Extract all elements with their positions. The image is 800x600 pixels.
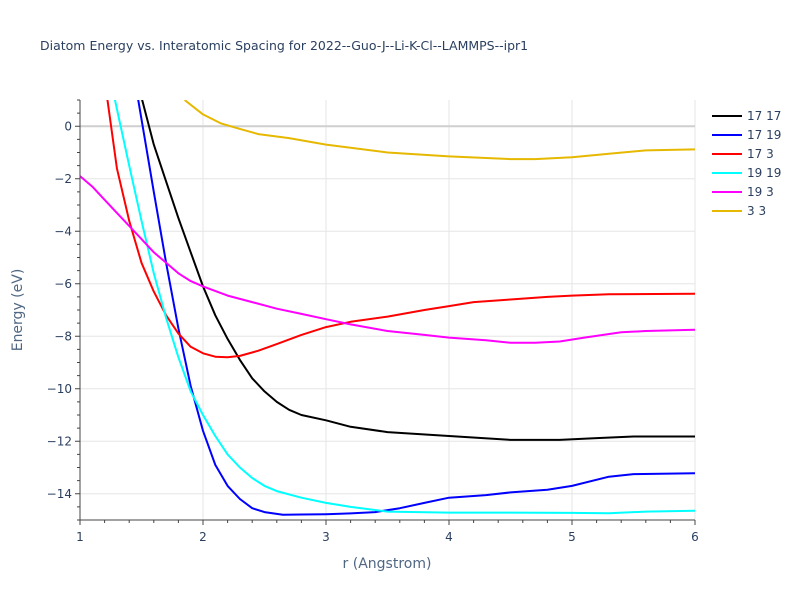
series-line-17-19 (137, 100, 695, 516)
x-tick-label: 2 (199, 530, 207, 544)
x-tick-label: 4 (445, 530, 453, 544)
chart-title: Diatom Energy vs. Interatomic Spacing fo… (40, 38, 528, 53)
series-line-17-17 (141, 100, 695, 441)
y-tick-label: −2 (54, 172, 72, 186)
y-tick-label: −8 (54, 329, 72, 343)
legend-label: 19 19 (747, 166, 781, 180)
y-tick-label: −12 (47, 434, 72, 448)
x-tick-label: 6 (691, 530, 699, 544)
x-axis-ticks: 1 2 3 4 5 6 (76, 520, 699, 544)
series-line-3-3 (183, 100, 695, 161)
y-tick-label: −6 (54, 277, 72, 291)
series-line-19-19 (113, 100, 695, 515)
x-tick-label: 1 (76, 530, 84, 544)
legend-item-19-19[interactable]: 19 19 (712, 166, 781, 180)
x-axis-title: r (Angstrom) (343, 556, 432, 572)
legend-label: 19 3 (747, 185, 774, 199)
series-line-19-3 (80, 175, 695, 344)
y-tick-label: −14 (47, 487, 72, 501)
y-axis-title: Energy (eV) (10, 269, 26, 352)
legend-item-17-3[interactable]: 17 3 (712, 147, 774, 161)
x-gridlines (79, 100, 696, 520)
y-gridlines (80, 125, 695, 495)
y-tick-label: −4 (54, 224, 72, 238)
y-axis-ticks: 0 −2 −4 −6 −8 −10 −12 −14 (47, 99, 80, 521)
legend-item-3-3[interactable]: 3 3 (712, 204, 766, 218)
axis-lines (79, 100, 695, 521)
legend-label: 17 19 (747, 128, 781, 142)
series-layer (80, 100, 695, 516)
legend-label: 17 3 (747, 147, 774, 161)
y-tick-label: −10 (47, 382, 72, 396)
legend[interactable]: 17 17 17 19 17 3 19 19 19 3 3 3 (712, 109, 781, 218)
legend-item-17-17[interactable]: 17 17 (712, 109, 781, 123)
legend-item-17-19[interactable]: 17 19 (712, 128, 781, 142)
legend-item-19-3[interactable]: 19 3 (712, 185, 774, 199)
series-line-17-3 (106, 100, 695, 359)
y-tick-label: 0 (64, 119, 72, 133)
legend-label: 3 3 (747, 204, 766, 218)
legend-label: 17 17 (747, 109, 781, 123)
x-tick-label: 3 (322, 530, 330, 544)
x-tick-label: 5 (568, 530, 576, 544)
